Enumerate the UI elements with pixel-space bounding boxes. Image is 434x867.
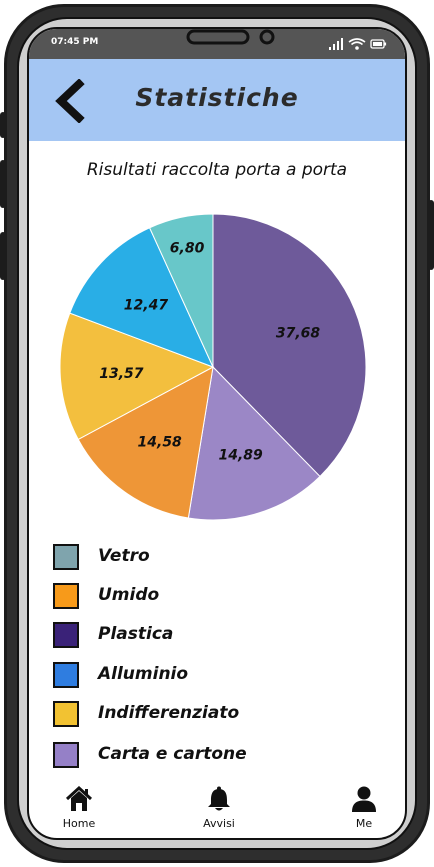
legend-swatch xyxy=(53,742,79,768)
signal-icon xyxy=(329,38,343,50)
status-bar: 07:45 PM xyxy=(29,29,405,59)
pie-slice-vetro xyxy=(148,213,214,368)
battery-icon xyxy=(370,39,387,49)
legend-label: Alluminio xyxy=(98,664,189,684)
pie-slice-umido xyxy=(77,366,214,519)
status-time: 07:45 PM xyxy=(51,37,99,47)
legend-label: Carta e cartone xyxy=(98,744,247,764)
legend-swatch xyxy=(53,662,79,688)
front-camera xyxy=(259,29,275,45)
user-icon xyxy=(352,786,376,812)
pie-data-label: 37,68 xyxy=(276,325,321,341)
status-icons xyxy=(329,38,387,50)
power-button xyxy=(428,200,434,270)
page-title: Statistiche xyxy=(135,83,299,112)
nav-home[interactable]: Home xyxy=(44,785,114,830)
legend-label: Plastica xyxy=(98,624,174,644)
legend-label: Vetro xyxy=(98,546,150,566)
pie-slice-indifferenziato xyxy=(59,312,215,441)
pie-data-label: 6,80 xyxy=(170,240,205,256)
pie-data-label: 12,47 xyxy=(124,297,169,313)
nav-home-label: Home xyxy=(62,817,96,830)
pie-chart: 37,68 14,89 14,58 13,57 12,47 6,80 xyxy=(59,213,367,521)
screen: 07:45 PM xyxy=(27,27,407,840)
volume-down-button xyxy=(0,232,6,280)
pie-data-label: 13,57 xyxy=(99,366,144,382)
nav-me[interactable]: Me xyxy=(329,786,399,830)
legend-label: Indifferenziato xyxy=(98,703,240,723)
pie-data-label: 14,89 xyxy=(219,448,264,464)
nav-avvisi[interactable]: Avvisi xyxy=(184,786,254,830)
legend-label: Umido xyxy=(98,585,160,605)
pie-slice-carta-e-cartone xyxy=(187,365,321,521)
legend-swatch xyxy=(53,583,79,609)
legend-swatch xyxy=(53,544,79,570)
nav-me-label: Me xyxy=(355,817,373,830)
chart-title: Risultati raccolta porta a porta xyxy=(86,160,348,180)
legend-swatch xyxy=(53,701,79,727)
bell-icon xyxy=(208,786,230,811)
chevron-left-icon[interactable] xyxy=(51,79,91,123)
volume-up-button xyxy=(0,160,6,208)
nav-avvisi-label: Avvisi xyxy=(203,817,235,830)
home-icon xyxy=(65,785,93,811)
wifi-icon xyxy=(348,38,366,50)
pie-slice-plastica xyxy=(212,213,367,478)
app-bar: Statistiche xyxy=(29,59,405,141)
phone-notch xyxy=(186,29,275,45)
pie-data-label: 14,58 xyxy=(138,435,183,451)
bottom-nav: Home Avvisi Me xyxy=(29,778,405,838)
speaker-grille xyxy=(186,29,250,45)
legend-swatch xyxy=(53,622,79,648)
mute-switch xyxy=(0,112,6,138)
pie-slice-alluminio xyxy=(69,227,214,368)
